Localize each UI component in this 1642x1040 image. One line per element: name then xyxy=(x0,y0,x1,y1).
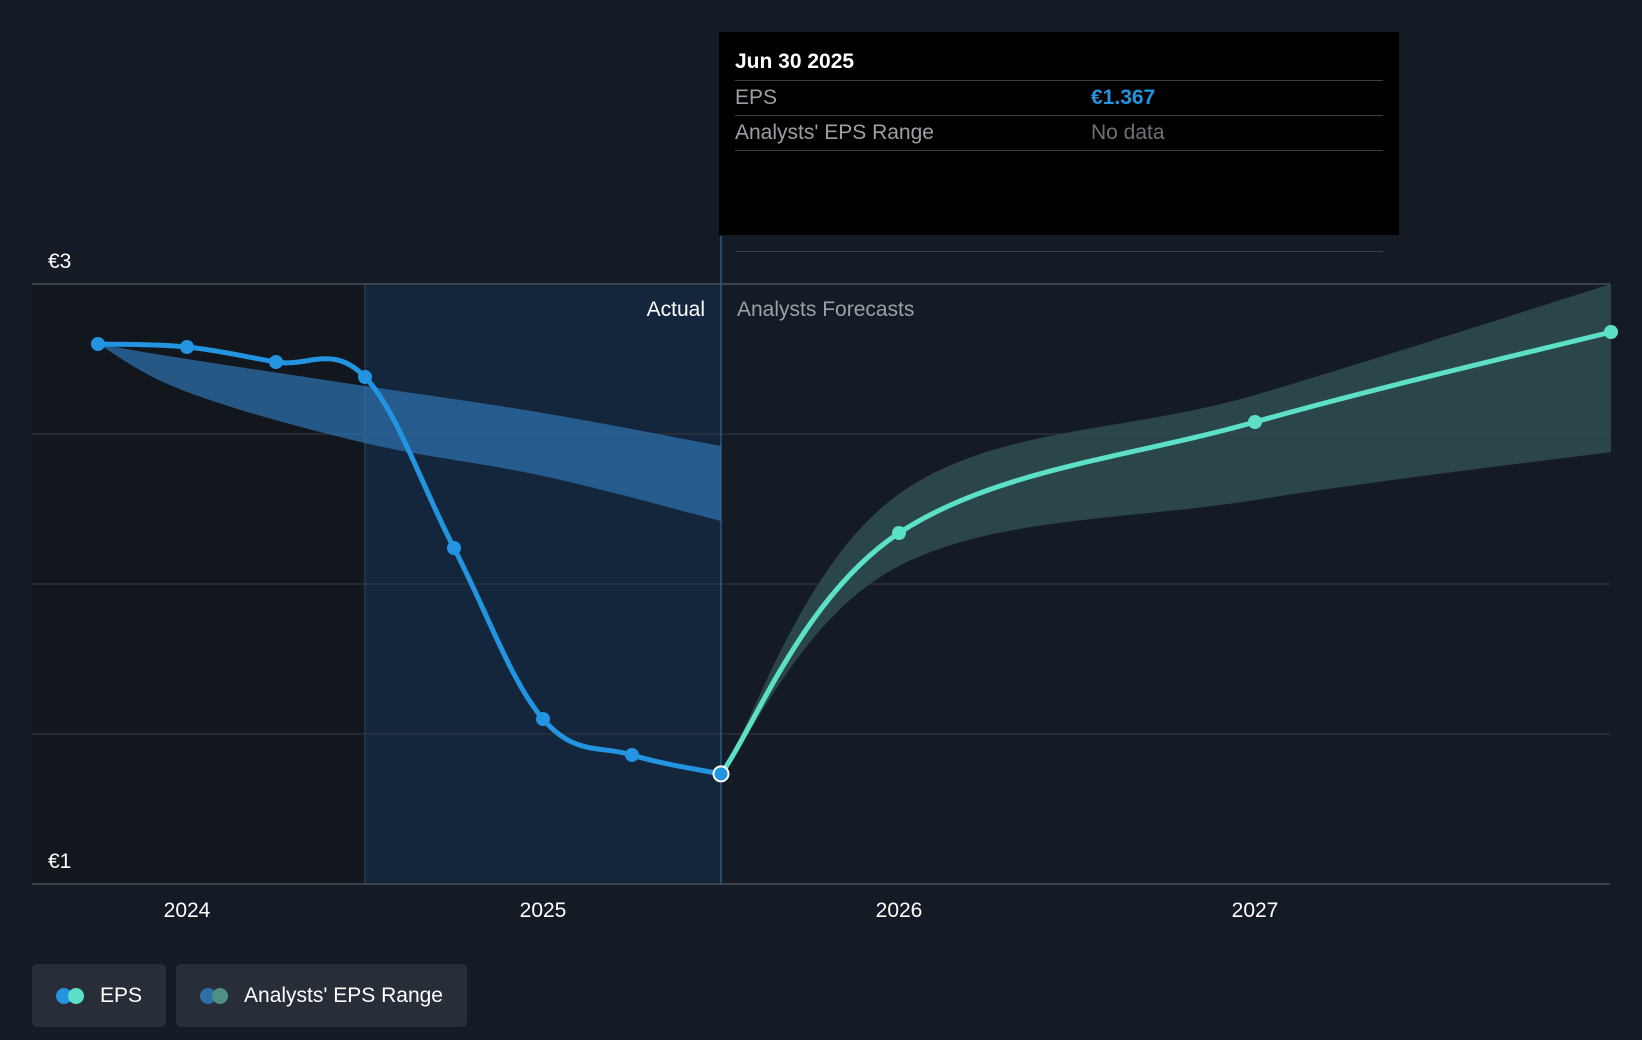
eps-point xyxy=(1604,325,1618,339)
legend-item-eps[interactable]: EPS xyxy=(32,964,167,1027)
x-tick-label: 2025 xyxy=(520,899,567,922)
eps-range-band-actual xyxy=(98,344,721,521)
eps-point xyxy=(625,748,639,762)
tooltip-row-range: Analysts' EPS Range No data xyxy=(735,116,1383,151)
eps-highlight-point xyxy=(712,765,730,783)
x-tick-label: 2024 xyxy=(164,899,211,922)
tooltip-date: Jun 30 2025 xyxy=(735,46,1383,81)
tooltip-spacer xyxy=(735,151,1383,252)
tooltip-eps-value: €1.367 xyxy=(1091,86,1156,109)
tooltip-row-eps: EPS €1.367 xyxy=(735,81,1383,116)
legend-eps-swatch-icon xyxy=(56,987,86,1004)
eps-range-band-forecast xyxy=(721,284,1611,774)
eps-point xyxy=(269,355,283,369)
eps-line-forecast xyxy=(718,329,1614,777)
legend: EPS Analysts' EPS Range xyxy=(32,964,467,1027)
eps-point xyxy=(91,337,105,351)
tooltip-range-value: No data xyxy=(1091,121,1165,144)
eps-point xyxy=(447,541,461,555)
actual-label: Actual xyxy=(647,298,705,321)
x-tick-label: 2026 xyxy=(876,899,923,922)
legend-range-swatch-icon xyxy=(200,987,230,1004)
eps-point xyxy=(1248,415,1262,429)
tooltip-range-label: Analysts' EPS Range xyxy=(735,121,934,144)
legend-range-label: Analysts' EPS Range xyxy=(244,983,443,1007)
eps-point xyxy=(358,370,372,384)
tooltip: Jun 30 2025 EPS €1.367 Analysts' EPS Ran… xyxy=(719,32,1399,252)
legend-item-range[interactable]: Analysts' EPS Range xyxy=(176,964,467,1027)
y-tick-label: €1 xyxy=(48,850,71,873)
eps-point xyxy=(180,340,194,354)
x-tick-label: 2027 xyxy=(1232,899,1279,922)
eps-point xyxy=(536,712,550,726)
forecast-label: Analysts Forecasts xyxy=(737,298,914,321)
y-tick-label: €3 xyxy=(48,250,71,273)
eps-point xyxy=(892,526,906,540)
legend-eps-label: EPS xyxy=(100,983,143,1007)
eps-line-actual xyxy=(95,341,724,777)
tooltip-eps-label: EPS xyxy=(735,86,778,109)
